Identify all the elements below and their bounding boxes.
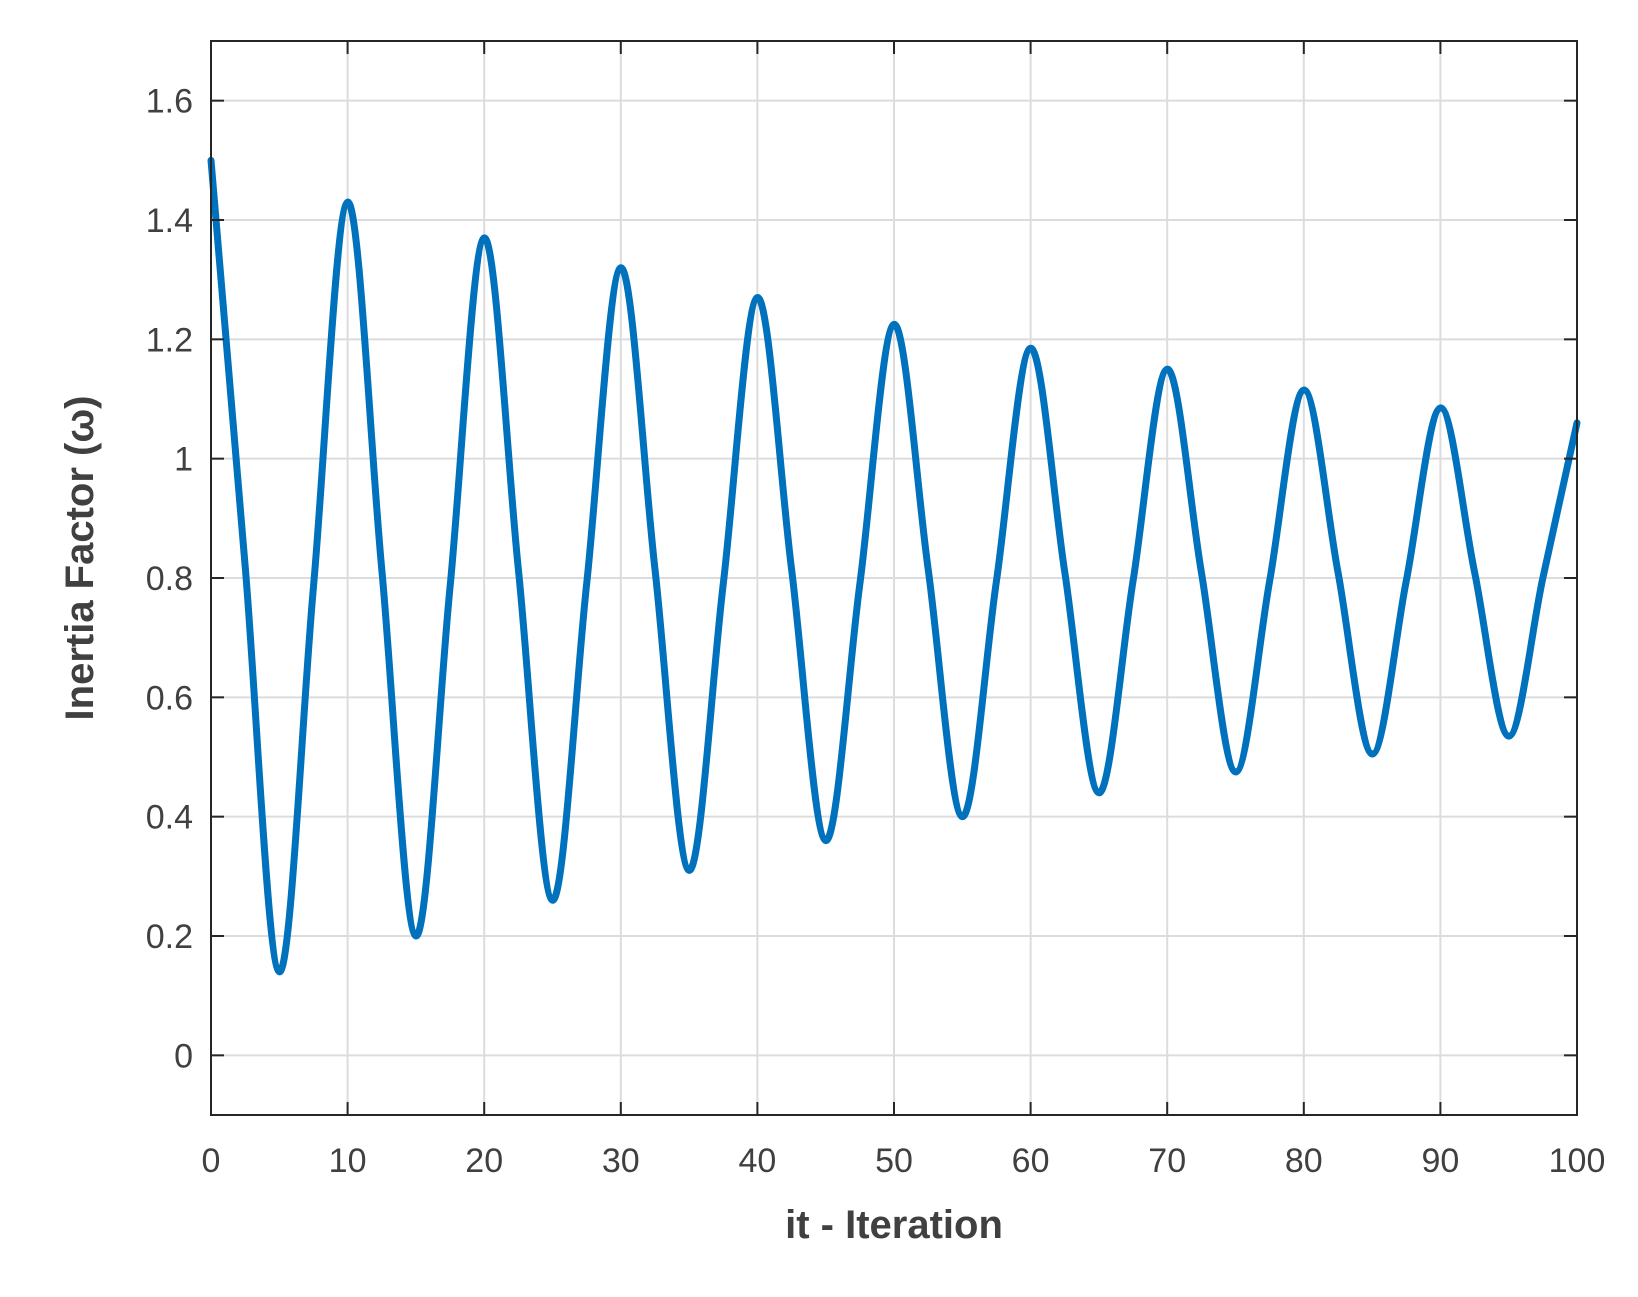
x-tick-label: 100	[1549, 1142, 1606, 1180]
series-line	[207, 156, 1581, 976]
x-tick-label: 10	[329, 1142, 367, 1180]
x-tick-labels: 0 10 20 30 40 50 60 70 80 90 100	[202, 1142, 1606, 1180]
y-tick-label: 1.4	[146, 202, 193, 240]
x-axis-title: it - Iteration	[785, 1203, 1003, 1247]
x-tick-label: 50	[875, 1142, 913, 1180]
y-tick-label: 0.4	[146, 799, 193, 837]
y-tick-label: 0	[174, 1037, 193, 1075]
x-tick-label: 0	[202, 1142, 221, 1180]
y-tick-label: 0.6	[146, 679, 193, 717]
data-series	[207, 156, 1581, 976]
x-tick-label: 30	[602, 1142, 640, 1180]
y-tick-label: 1.6	[146, 83, 193, 121]
x-tick-label: 60	[1012, 1142, 1050, 1180]
x-tick-label: 20	[465, 1142, 503, 1180]
x-tick-label: 90	[1421, 1142, 1459, 1180]
y-tick-label: 1.2	[146, 321, 193, 359]
y-tick-label: 0.8	[146, 560, 193, 598]
x-tick-label: 40	[738, 1142, 776, 1180]
axis-ticks	[210, 41, 1578, 1115]
x-tick-label: 80	[1285, 1142, 1323, 1180]
y-tick-label: 0.2	[146, 918, 193, 956]
y-tick-label: 1	[174, 441, 193, 479]
x-tick-label: 70	[1148, 1142, 1186, 1180]
y-tick-labels: 0 0.2 0.4 0.6 0.8 1 1.2 1.4 1.6	[146, 83, 193, 1076]
y-axis-title: Inertia Factor (ω)	[58, 396, 102, 721]
